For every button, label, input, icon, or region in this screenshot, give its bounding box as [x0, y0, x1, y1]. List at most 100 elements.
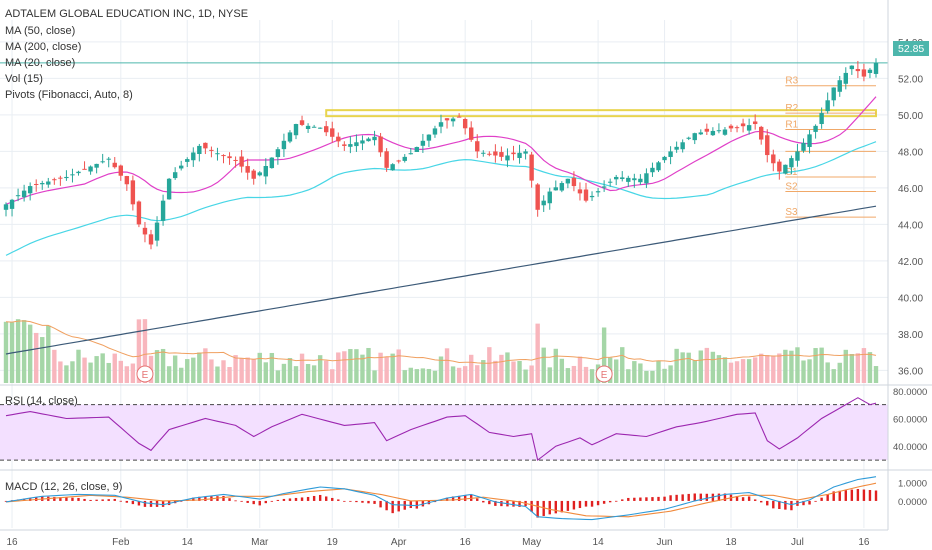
candle-body[interactable]: [577, 189, 583, 194]
candle-body[interactable]: [58, 177, 63, 179]
candle-body[interactable]: [740, 123, 746, 127]
candle-body[interactable]: [620, 177, 625, 179]
candle-body[interactable]: [160, 200, 166, 221]
candle-body[interactable]: [656, 162, 661, 171]
candle-body[interactable]: [692, 133, 697, 141]
candle-body[interactable]: [565, 178, 571, 184]
legend-ma50[interactable]: MA (50, close): [5, 25, 75, 37]
rsi-pane[interactable]: 80.0000 60.0000 40.0000: [0, 387, 927, 462]
candle-body[interactable]: [505, 155, 510, 161]
candle-body[interactable]: [432, 128, 438, 135]
candle-body[interactable]: [469, 127, 474, 140]
candle-body[interactable]: [728, 125, 734, 129]
candle-body[interactable]: [752, 121, 758, 125]
candle-body[interactable]: [354, 142, 359, 147]
candle-body[interactable]: [34, 183, 39, 185]
macd-line[interactable]: [5, 476, 877, 521]
candle-body[interactable]: [487, 153, 492, 155]
candle-body[interactable]: [88, 166, 93, 172]
candle-body[interactable]: [825, 100, 830, 112]
candle-body[interactable]: [626, 177, 631, 182]
candle-body[interactable]: [136, 201, 142, 225]
candle-body[interactable]: [396, 160, 401, 162]
candle-body[interactable]: [523, 151, 528, 154]
candle-body[interactable]: [867, 69, 873, 73]
candle-body[interactable]: [21, 190, 27, 198]
candle-body[interactable]: [475, 141, 480, 152]
candle-body[interactable]: [100, 161, 105, 163]
candle-body[interactable]: [499, 152, 504, 157]
candle-body[interactable]: [553, 187, 558, 191]
macd-signal-line[interactable]: [5, 482, 877, 518]
ma200-line[interactable]: [5, 205, 877, 355]
candle-body[interactable]: [9, 199, 15, 209]
earnings-marker[interactable]: [595, 365, 613, 383]
candle-body[interactable]: [239, 156, 244, 167]
candle-body[interactable]: [722, 129, 728, 135]
legend-ma200[interactable]: MA (200, close): [5, 41, 81, 53]
candle-body[interactable]: [118, 165, 123, 176]
earnings-marker[interactable]: [136, 365, 154, 383]
candle-body[interactable]: [547, 191, 552, 204]
candle-body[interactable]: [450, 118, 456, 122]
candle-body[interactable]: [3, 204, 9, 210]
ma20-line[interactable]: [5, 96, 877, 205]
candle-body[interactable]: [517, 152, 522, 158]
candle-body[interactable]: [843, 72, 848, 84]
candle-body[interactable]: [583, 189, 589, 201]
candle-body[interactable]: [179, 165, 184, 169]
candle-body[interactable]: [191, 152, 196, 161]
candle-body[interactable]: [154, 222, 160, 241]
candle-body[interactable]: [112, 162, 117, 168]
candle-body[interactable]: [837, 80, 842, 92]
candle-body[interactable]: [287, 132, 293, 142]
candle-body[interactable]: [27, 186, 33, 194]
candle-body[interactable]: [680, 142, 685, 150]
candle-body[interactable]: [559, 183, 565, 191]
candle-body[interactable]: [595, 191, 601, 193]
candle-body[interactable]: [831, 87, 836, 101]
candle-body[interactable]: [172, 172, 178, 179]
candle-body[interactable]: [873, 62, 879, 74]
candle-body[interactable]: [82, 168, 87, 170]
candle-body[interactable]: [384, 151, 389, 168]
candle-body[interactable]: [64, 176, 69, 179]
candle-body[interactable]: [456, 116, 462, 118]
legend-pivots[interactable]: Pivots (Fibonacci, Auto, 8): [5, 89, 133, 101]
candle-body[interactable]: [293, 124, 299, 136]
candle-body[interactable]: [185, 159, 190, 162]
candle-body[interactable]: [46, 181, 51, 185]
candle-body[interactable]: [342, 144, 347, 146]
candle-body[interactable]: [438, 122, 444, 127]
candle-body[interactable]: [311, 126, 317, 128]
candle-body[interactable]: [269, 157, 275, 169]
candle-body[interactable]: [734, 127, 740, 129]
legend-vol[interactable]: Vol (15): [5, 73, 43, 85]
candle-body[interactable]: [662, 156, 667, 161]
candle-body[interactable]: [414, 147, 420, 152]
candle-body[interactable]: [317, 127, 323, 129]
candle-body[interactable]: [390, 164, 395, 171]
candle-body[interactable]: [813, 125, 818, 132]
candle-body[interactable]: [511, 152, 516, 155]
macd-label[interactable]: MACD (12, 26, close, 9): [5, 481, 122, 493]
candle-body[interactable]: [336, 136, 341, 142]
candle-body[interactable]: [571, 177, 577, 187]
candle-body[interactable]: [245, 166, 250, 173]
candle-body[interactable]: [668, 151, 673, 157]
macd-pane[interactable]: 1.0000 0.0000: [4, 476, 927, 521]
candle-body[interactable]: [251, 170, 256, 179]
candle-body[interactable]: [142, 227, 148, 235]
candle-body[interactable]: [795, 151, 800, 161]
candle-body[interactable]: [378, 136, 383, 153]
candle-body[interactable]: [124, 176, 130, 185]
candle-body[interactable]: [209, 149, 214, 151]
candle-body[interactable]: [215, 153, 220, 155]
candle-body[interactable]: [462, 118, 468, 129]
candle-body[interactable]: [704, 128, 710, 132]
candle-body[interactable]: [638, 178, 643, 183]
candle-body[interactable]: [360, 140, 365, 144]
candle-body[interactable]: [819, 113, 824, 125]
candle-body[interactable]: [541, 200, 546, 206]
candle-body[interactable]: [408, 153, 413, 155]
